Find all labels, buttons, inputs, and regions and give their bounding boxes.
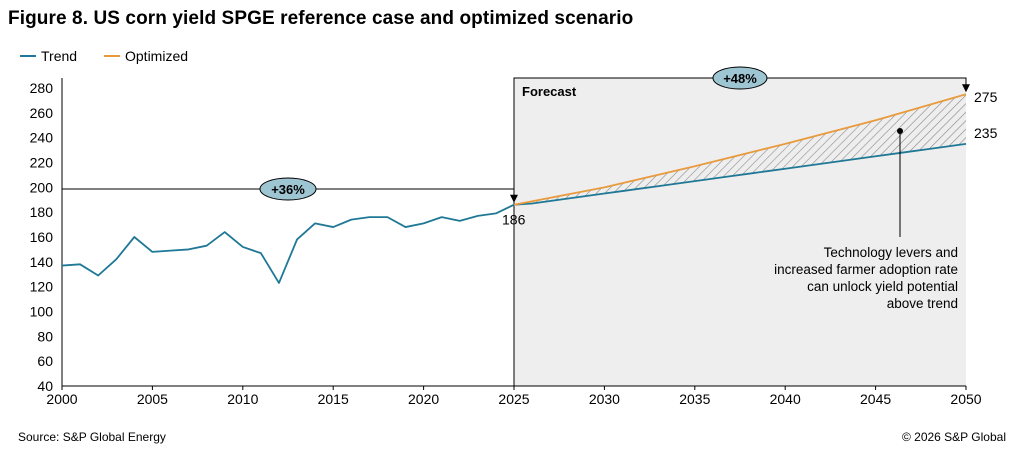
x-tick-label: 2000 [46, 391, 77, 407]
x-tick-label: 2010 [227, 391, 258, 407]
gap-hatch [514, 94, 966, 205]
x-tick-label: 2015 [318, 391, 349, 407]
x-tick-label: 2045 [860, 391, 891, 407]
chart-title: Figure 8. US corn yield SPGE reference c… [8, 8, 634, 29]
label-2025-value: 186 [502, 212, 526, 228]
y-tick-label: 160 [30, 229, 54, 245]
x-tick-label: 2025 [498, 391, 529, 407]
label-trend-2050: 235 [974, 125, 998, 141]
callout-text-line: above trend [887, 296, 958, 311]
legend-label-optimized: Optimized [125, 48, 188, 64]
y-tick-label: 180 [30, 204, 54, 220]
growth-brackets: +36% +48% [61, 66, 970, 386]
x-tick-label: 2035 [679, 391, 710, 407]
y-tick-label: 200 [30, 179, 54, 195]
y-tick-label: 40 [37, 378, 53, 394]
callout-text-line: Technology levers and [824, 245, 958, 260]
label-optimized-2050: 275 [974, 89, 998, 105]
y-tick-label: 240 [30, 130, 54, 146]
legend-label-trend: Trend [41, 48, 77, 64]
bracket-48-badge [712, 66, 768, 90]
y-tick-label: 220 [30, 155, 54, 171]
y-tick-label: 260 [30, 105, 54, 121]
y-tick-label: 280 [30, 80, 54, 96]
bracket-36-badge-text: +36% [271, 182, 305, 197]
legend: Trend Optimized [20, 48, 188, 64]
callout-text-line: increased farmer adoption rate [774, 262, 958, 277]
optimization-gap-area [514, 94, 966, 205]
y-tick-label: 60 [37, 353, 53, 369]
x-tick-label: 2050 [950, 391, 981, 407]
y-tick-label: 120 [30, 279, 54, 295]
forecast-label: Forecast [522, 84, 577, 99]
series-trend-line [61, 142, 967, 284]
axes: 40 60 80 100 120 140 160 180 200 220 240 260 280 2000… [30, 78, 982, 407]
bracket-48-badge-text: +48% [723, 71, 757, 86]
y-tick-label: 100 [30, 304, 54, 320]
series-lines [61, 93, 967, 284]
x-tick-label: 2005 [137, 391, 168, 407]
x-tick-label: 2040 [770, 391, 801, 407]
series-optimized-line [513, 93, 967, 206]
footer-source: Source: S&P Global Energy [18, 430, 166, 444]
x-tick-label: 2020 [408, 391, 439, 407]
y-tick-label: 140 [30, 254, 54, 270]
bracket-36-badge [259, 177, 317, 201]
data-labels: 186 275 235 Technology levers and increased … [502, 89, 998, 311]
y-tick-label: 80 [37, 328, 53, 344]
callout-text-line: can unlock yield potential [807, 279, 958, 294]
x-tick-label: 2030 [589, 391, 620, 407]
footer-copyright: © 2026 S&P Global [901, 430, 1006, 444]
